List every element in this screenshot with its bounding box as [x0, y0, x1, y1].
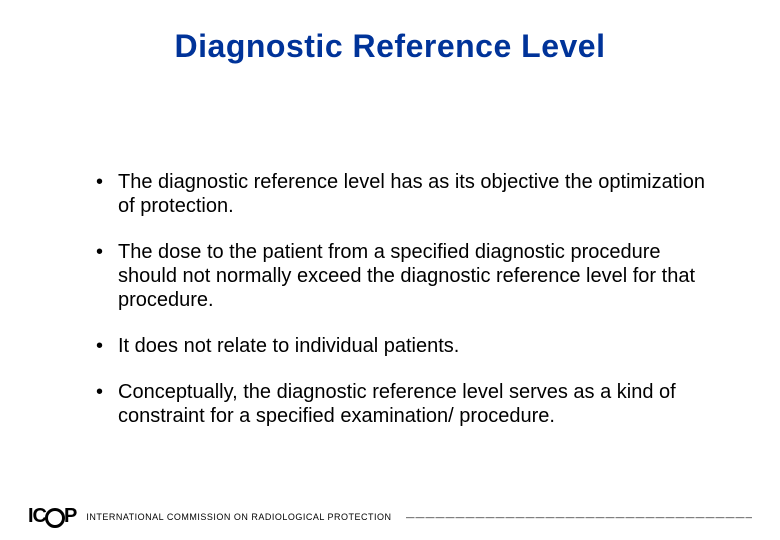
footer-org-text: INTERNATIONAL COMMISSION ON RADIOLOGICAL… [86, 512, 391, 522]
bullet-item: The diagnostic reference level has as it… [90, 170, 720, 218]
slide: Diagnostic Reference Level The diagnosti… [0, 0, 780, 540]
icrp-logo: IC P [28, 505, 76, 528]
footer-dash-line: —————————————————————————————————————— [406, 512, 752, 522]
bullet-item: It does not relate to individual patient… [90, 334, 720, 358]
logo-text-right: P [64, 505, 76, 528]
bullet-item: Conceptually, the diagnostic reference l… [90, 380, 720, 428]
bullet-list: The diagnostic reference level has as it… [90, 170, 720, 428]
slide-body: The diagnostic reference level has as it… [90, 170, 720, 450]
slide-footer: IC P INTERNATIONAL COMMISSION ON RADIOLOG… [28, 505, 752, 528]
slide-title: Diagnostic Reference Level [0, 28, 780, 65]
logo-orb-icon [45, 508, 65, 528]
bullet-item: The dose to the patient from a specified… [90, 240, 720, 312]
logo-text-left: IC [28, 505, 46, 528]
